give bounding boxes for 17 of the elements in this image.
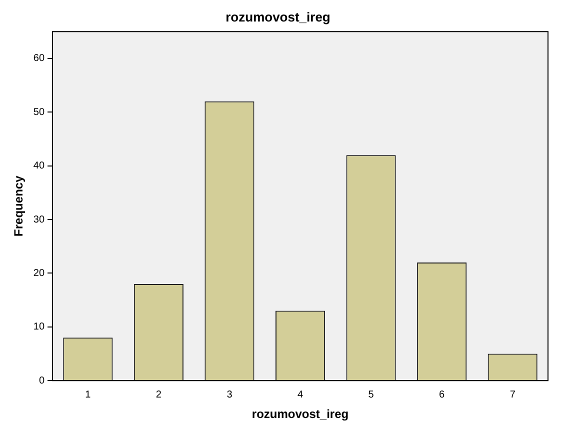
x-tick-label: 3 bbox=[226, 389, 233, 400]
y-tick-label: 50 bbox=[33, 106, 45, 118]
x-tick-label: 5 bbox=[368, 389, 374, 400]
x-tick-label: 7 bbox=[510, 389, 516, 400]
chart-title: rozumovost_ireg bbox=[226, 9, 330, 24]
x-tick-label: 4 bbox=[297, 389, 304, 400]
y-tick-label: 40 bbox=[33, 160, 45, 172]
y-tick-label: 20 bbox=[33, 268, 45, 279]
y-tick-label: 0 bbox=[38, 375, 45, 386]
y-tick-label: 10 bbox=[33, 322, 45, 333]
y-tick-label: 30 bbox=[33, 214, 45, 226]
x-tick-label: 6 bbox=[439, 389, 446, 400]
x-tick-label: 2 bbox=[156, 389, 162, 400]
y-axis-title: Frequency bbox=[12, 175, 26, 236]
x-axis-title: rozumovost_ireg bbox=[252, 407, 349, 422]
x-tick-label: 1 bbox=[85, 389, 92, 400]
y-tick-label: 60 bbox=[33, 53, 45, 64]
